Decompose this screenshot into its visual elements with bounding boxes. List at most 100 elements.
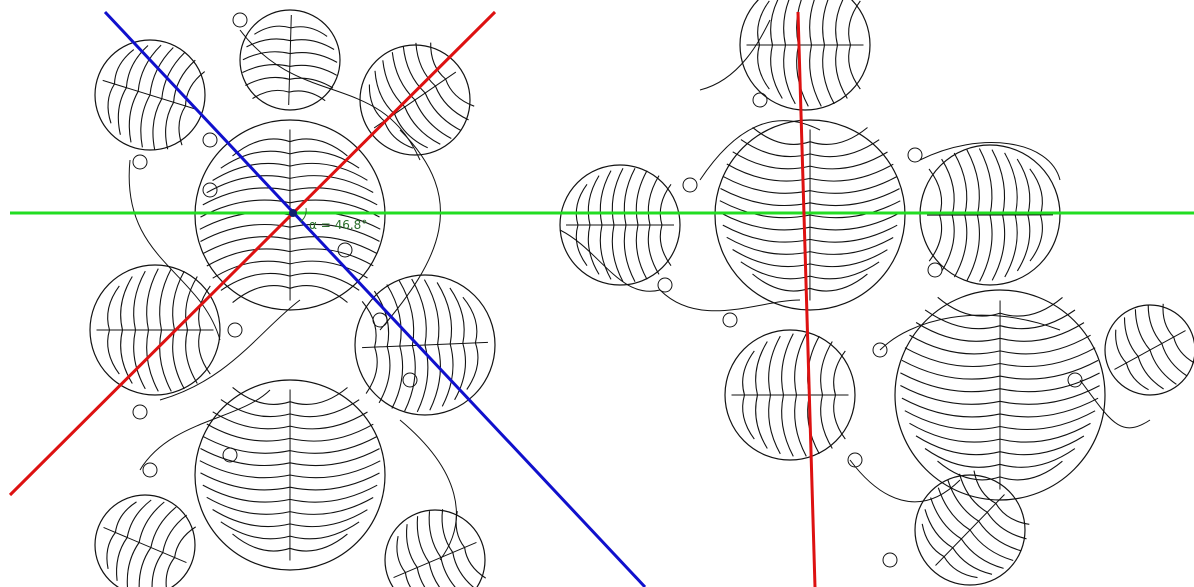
leaf-vein: [452, 552, 475, 587]
leaf-disc: [894, 289, 1106, 501]
leaf-vein: [740, 139, 811, 158]
leaf-vein: [414, 99, 452, 139]
leaf-vein: [252, 89, 290, 100]
leaf-vein: [290, 26, 328, 37]
leaf-vein: [796, 44, 809, 107]
tendril-ring: [657, 277, 673, 293]
leaf-vein: [107, 329, 120, 375]
angle-arc: [299, 207, 307, 223]
leaf-vein: [107, 285, 120, 331]
tendril-ring: [682, 177, 698, 193]
leaf-vein: [391, 345, 404, 409]
leaf-vein: [404, 106, 441, 145]
leaf-disc: [94, 494, 196, 587]
leaf-vein: [289, 223, 380, 242]
leaf-vein: [199, 211, 291, 230]
leaf-vein: [757, 0, 770, 46]
leaf-vein: [415, 42, 436, 87]
leaf-vein: [999, 397, 1099, 418]
leaf-vein: [1161, 343, 1188, 377]
leaf-vein: [995, 503, 1030, 525]
leaf-vein: [966, 214, 980, 281]
leaf-vein: [1004, 214, 1018, 278]
tendril-ring: [202, 182, 218, 198]
leaf-vein: [126, 499, 152, 538]
leaf-vein: [149, 47, 174, 96]
leaf-vein: [416, 567, 426, 587]
leaf-vein: [365, 346, 378, 394]
leaf-vein: [172, 329, 185, 390]
leaf-vein: [809, 249, 888, 268]
leaf-disc: [89, 264, 221, 396]
leaf-vein: [755, 341, 768, 396]
leaf-vein: [999, 322, 1085, 342]
leaf-vein: [396, 535, 406, 573]
leaf-vein: [999, 435, 1085, 456]
leaf-vein: [466, 342, 479, 390]
leaf-vein: [659, 224, 672, 267]
leaf-vein: [113, 49, 135, 85]
leaf-vein: [1137, 356, 1164, 390]
leaf-vein: [999, 385, 1100, 405]
leaf-vein: [781, 333, 794, 396]
leaf-vein: [184, 71, 206, 107]
leaf-vein: [901, 397, 1001, 418]
tendril: [239, 29, 421, 161]
leaf-vein: [289, 272, 360, 291]
leaf-vein: [245, 76, 290, 86]
leaf-vein: [941, 158, 955, 216]
leaf-vein: [1162, 303, 1175, 338]
leaf-vein: [117, 87, 127, 135]
leaf-vein: [587, 175, 600, 226]
tendril-ring: [337, 242, 353, 258]
leaf-vein: [999, 422, 1091, 443]
leaf-vein: [1004, 152, 1018, 216]
leaf-vein: [289, 497, 374, 515]
tendril: [1079, 379, 1151, 429]
leaf-vein: [575, 183, 588, 226]
leaf-vein: [599, 170, 612, 226]
leaf-vein: [174, 526, 196, 558]
leaf-vein: [462, 296, 478, 344]
leaf-vein: [289, 484, 378, 503]
leaf-vein: [952, 547, 993, 575]
leaf-vein: [289, 521, 360, 540]
leaf-vein: [404, 572, 412, 587]
leaf-vein: [424, 92, 462, 131]
leaf-vein: [133, 329, 146, 390]
leaf-vein: [242, 51, 291, 61]
leaf-vein: [979, 214, 993, 282]
leaf-vein: [921, 523, 945, 558]
leaf-vein: [966, 149, 980, 216]
leaf-vein: [1016, 158, 1031, 216]
leaf-vein: [289, 509, 368, 528]
tendril: [139, 389, 271, 471]
tendril: [699, 19, 771, 91]
leaf-vein: [720, 212, 811, 231]
leaf-vein: [394, 113, 428, 149]
leaf-vein: [848, 0, 861, 46]
leaf-vein: [740, 261, 811, 280]
tendril: [128, 159, 221, 341]
leaf-vein: [290, 51, 338, 63]
leaf-vein: [206, 496, 291, 515]
leaf-vein: [128, 91, 139, 143]
leaf-vein: [904, 347, 1001, 368]
leaf-vein: [120, 276, 133, 331]
leaf-vein: [1173, 336, 1194, 364]
leaf-vein: [575, 224, 588, 267]
leaf-vein: [1149, 349, 1177, 385]
tendril-ring: [202, 132, 218, 148]
leaf-vein: [146, 268, 159, 331]
tendril: [159, 299, 301, 401]
leaf-vein: [159, 268, 172, 331]
leaf-vein: [991, 149, 1006, 216]
leaf-vein: [986, 511, 1027, 540]
tendril-ring: [722, 312, 738, 328]
leaf-vein: [928, 214, 943, 262]
leaf-vein: [140, 94, 151, 148]
leaf-disc: [1104, 304, 1194, 396]
leaf-disc: [384, 509, 486, 587]
leaf-vein: [173, 59, 196, 103]
leaf-vein: [783, 44, 796, 105]
